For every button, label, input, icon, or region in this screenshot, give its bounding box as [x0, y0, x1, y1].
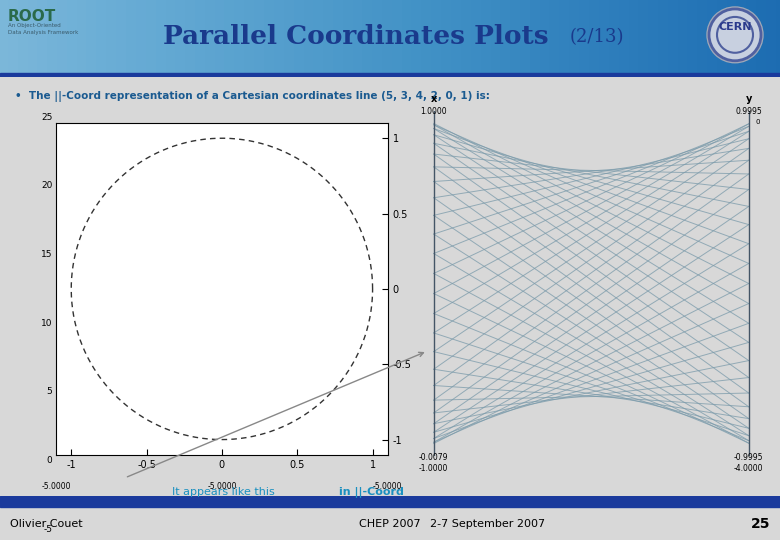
Text: -5: -5	[43, 525, 52, 534]
Text: 10: 10	[41, 319, 52, 328]
Text: 25: 25	[750, 517, 770, 531]
Text: -1.0000: -1.0000	[419, 464, 448, 473]
Text: An Object-Oriented
Data Analysis Framework: An Object-Oriented Data Analysis Framewo…	[8, 23, 78, 35]
Text: y: y	[746, 94, 752, 104]
Text: 25: 25	[41, 112, 52, 122]
Text: 5: 5	[47, 388, 52, 396]
Text: -4.0000: -4.0000	[734, 464, 764, 473]
Text: -0.0079: -0.0079	[419, 453, 448, 462]
Text: x: x	[431, 94, 437, 104]
Text: 0: 0	[755, 119, 760, 125]
Text: -5.0000: -5.0000	[207, 482, 236, 491]
Text: CERN: CERN	[718, 22, 752, 32]
Text: 20: 20	[41, 181, 52, 190]
Circle shape	[707, 7, 763, 63]
Bar	[0, 73, 780, 77]
Text: Olivier Couet: Olivier Couet	[10, 519, 83, 529]
Circle shape	[709, 9, 761, 60]
Text: 1.0000: 1.0000	[420, 106, 447, 116]
Text: 0: 0	[47, 456, 52, 465]
Text: CHEP 2007: CHEP 2007	[359, 519, 421, 529]
Text: ROOT: ROOT	[8, 9, 56, 24]
Text: -0.9995: -0.9995	[734, 453, 764, 462]
Bar	[0, 496, 780, 507]
Text: -5.0000: -5.0000	[41, 482, 71, 491]
Text: 2-7 September 2007: 2-7 September 2007	[430, 519, 545, 529]
Text: 15: 15	[41, 250, 52, 259]
Text: in ||-Coord: in ||-Coord	[339, 487, 404, 498]
Text: Parallel Coordinates Plots: Parallel Coordinates Plots	[162, 24, 558, 49]
Text: -5.0000: -5.0000	[373, 482, 402, 491]
Text: •  The ||-Coord representation of a Cartesian coordinates line (5, 3, 4, 2, 0, 1: • The ||-Coord representation of a Carte…	[15, 91, 490, 102]
Text: It appears like this: It appears like this	[172, 487, 278, 497]
Text: 0.9995: 0.9995	[736, 106, 762, 116]
Text: (2/13): (2/13)	[570, 28, 625, 46]
